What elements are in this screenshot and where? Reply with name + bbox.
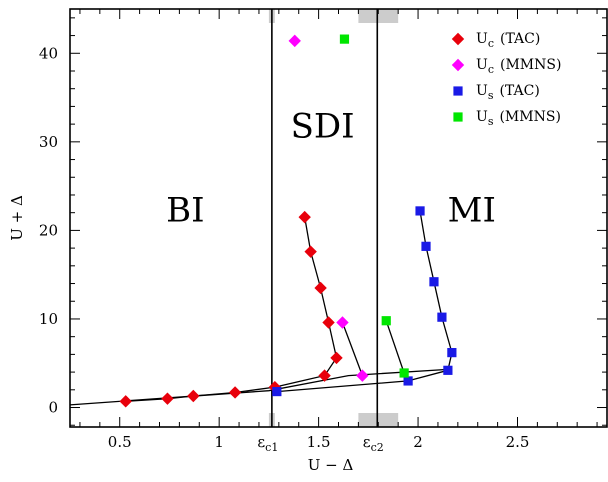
data-point-s0-p8 (314, 281, 327, 295)
data-point-s0-p9 (304, 245, 317, 258)
region-label-mi: MI (448, 191, 496, 231)
data-point-s1-p0 (336, 316, 349, 329)
legend-marker-0 (451, 32, 465, 46)
legend-label-2: Us (TAC) (476, 83, 540, 102)
data-point-s1-p1 (356, 369, 369, 382)
data-point-s3-p2 (443, 365, 453, 375)
critical-point-label-1: εc2 (363, 433, 384, 454)
region-label-sdi: SDI (291, 106, 355, 146)
y-tick-label: 30 (39, 133, 58, 151)
series-line-0 (125, 216, 338, 402)
legend-label-0: Uc (TAC) (476, 31, 540, 50)
shaded-band-top-1 (358, 9, 399, 23)
legend-marker-2 (453, 86, 463, 96)
data-point-s4-p1 (399, 368, 409, 378)
series-line-1 (341, 322, 364, 376)
x-tick-label: 2 (413, 433, 423, 451)
data-point-s3-p1 (403, 376, 413, 386)
data-point-s2-p0 (288, 34, 301, 48)
data-point-s3-p5 (429, 277, 439, 287)
data-point-s4-p0 (381, 316, 391, 326)
data-point-s5-p0 (339, 34, 350, 44)
data-point-s3-p0 (272, 386, 282, 397)
x-axis-title: U − Δ (308, 456, 354, 474)
data-point-s0-p5 (318, 369, 331, 382)
data-point-s3-p6 (421, 241, 431, 251)
y-tick-label: 20 (39, 221, 58, 239)
legend-label-1: Uc (MMNS) (476, 57, 561, 76)
x-tick-label: 1.5 (307, 433, 331, 451)
series-line-3 (276, 210, 453, 393)
y-tick-label: 40 (39, 44, 58, 62)
legend-marker-1 (451, 58, 465, 72)
data-point-s0-p1 (161, 392, 174, 405)
y-axis-title: U + Δ (8, 195, 26, 241)
data-point-s3-p3 (447, 348, 457, 358)
critical-point-label-0: εc1 (257, 433, 278, 454)
x-tick-label: 1 (214, 433, 224, 451)
data-point-s0-p7 (322, 316, 335, 329)
legend: Uc (TAC) Uc (MMNS) Us (TAC) Us (MMNS) (451, 31, 561, 128)
data-point-s0-p0 (119, 395, 132, 408)
data-point-s0-p10 (298, 210, 311, 224)
data-point-s0-p3 (228, 386, 242, 399)
data-point-s0-p2 (187, 389, 200, 403)
legend-label-3: Us (MMNS) (476, 109, 561, 128)
region-label-bi: BI (166, 191, 204, 231)
data-point-s3-p4 (437, 312, 447, 322)
legend-marker-3 (453, 112, 463, 122)
shaded-band-bottom-1 (358, 413, 399, 427)
x-tick-label: 2.5 (506, 433, 530, 451)
data-point-s3-p7 (415, 206, 425, 216)
data-point-s0-p6 (330, 351, 343, 365)
series-line-4 (385, 320, 405, 374)
plot-area (70, 34, 457, 408)
x-tick-label: 0.5 (108, 433, 132, 451)
y-tick-label: 0 (48, 399, 58, 417)
y-tick-label: 10 (39, 310, 58, 328)
